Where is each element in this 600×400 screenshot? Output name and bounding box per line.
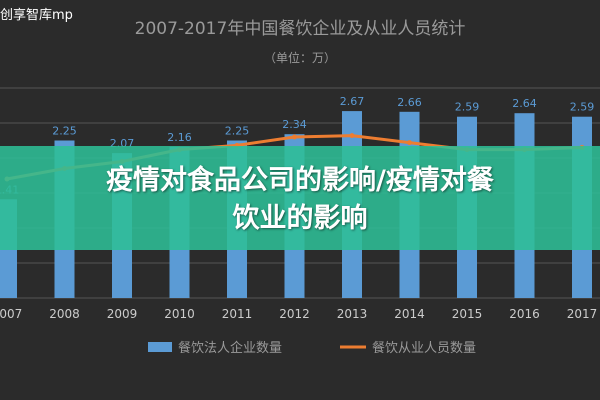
bar-data-label: 2.64 [512, 97, 537, 110]
x-tick-label: 2015 [452, 307, 483, 321]
x-tick-label: 2012 [279, 307, 310, 321]
title-banner [0, 146, 600, 250]
banner-line-2: 饮业的影响 [232, 203, 368, 234]
banner-line-1: 疫情对食品公司的影响/疫情对餐 [106, 165, 494, 196]
x-tick-label: 2011 [222, 307, 253, 321]
x-axis-ticks: 2007 2008 2009 2010 2011 2012 2013 2014 2015 2016… [0, 307, 597, 321]
legend-bar-label: 餐饮法人企业数量 [178, 340, 282, 356]
chart-title: 2007-2017年中国餐饮企业及从业人员统计 [135, 19, 466, 39]
legend: 餐饮法人企业数量 餐饮从业人员数量 [148, 340, 476, 356]
x-tick-label: 2009 [107, 307, 138, 321]
bar-data-label: 2.25 [225, 125, 250, 138]
x-tick-label: 2007 [0, 307, 22, 321]
bar-data-label: 2.67 [340, 95, 365, 108]
bar-data-label: 2.59 [570, 101, 595, 114]
chart-subtitle: （单位：万） [264, 50, 336, 65]
bar-data-label: 2.66 [397, 96, 422, 109]
x-tick-label: 2016 [509, 307, 540, 321]
line-point [292, 134, 297, 140]
bar-data-label: 2.25 [52, 125, 77, 138]
x-tick-label: 2008 [49, 307, 80, 321]
x-tick-label: 2014 [394, 307, 425, 321]
x-tick-label: 2010 [164, 307, 195, 321]
legend-bar-swatch [148, 342, 172, 352]
line-point [349, 133, 355, 139]
legend-line-label: 餐饮从业人员数量 [372, 340, 476, 356]
bar-data-label: 2.16 [167, 131, 192, 144]
x-tick-label: 2013 [337, 307, 368, 321]
banner-headline: 疫情对食品公司的影响/疫情对餐 饮业的影响 [0, 162, 600, 238]
x-tick-label: 2017 [567, 307, 598, 321]
bar-data-label: 2.59 [455, 101, 480, 114]
line-point [407, 140, 412, 146]
bar-data-label: 2.34 [282, 118, 307, 131]
watermark-text: 创享智库mp [0, 8, 73, 23]
